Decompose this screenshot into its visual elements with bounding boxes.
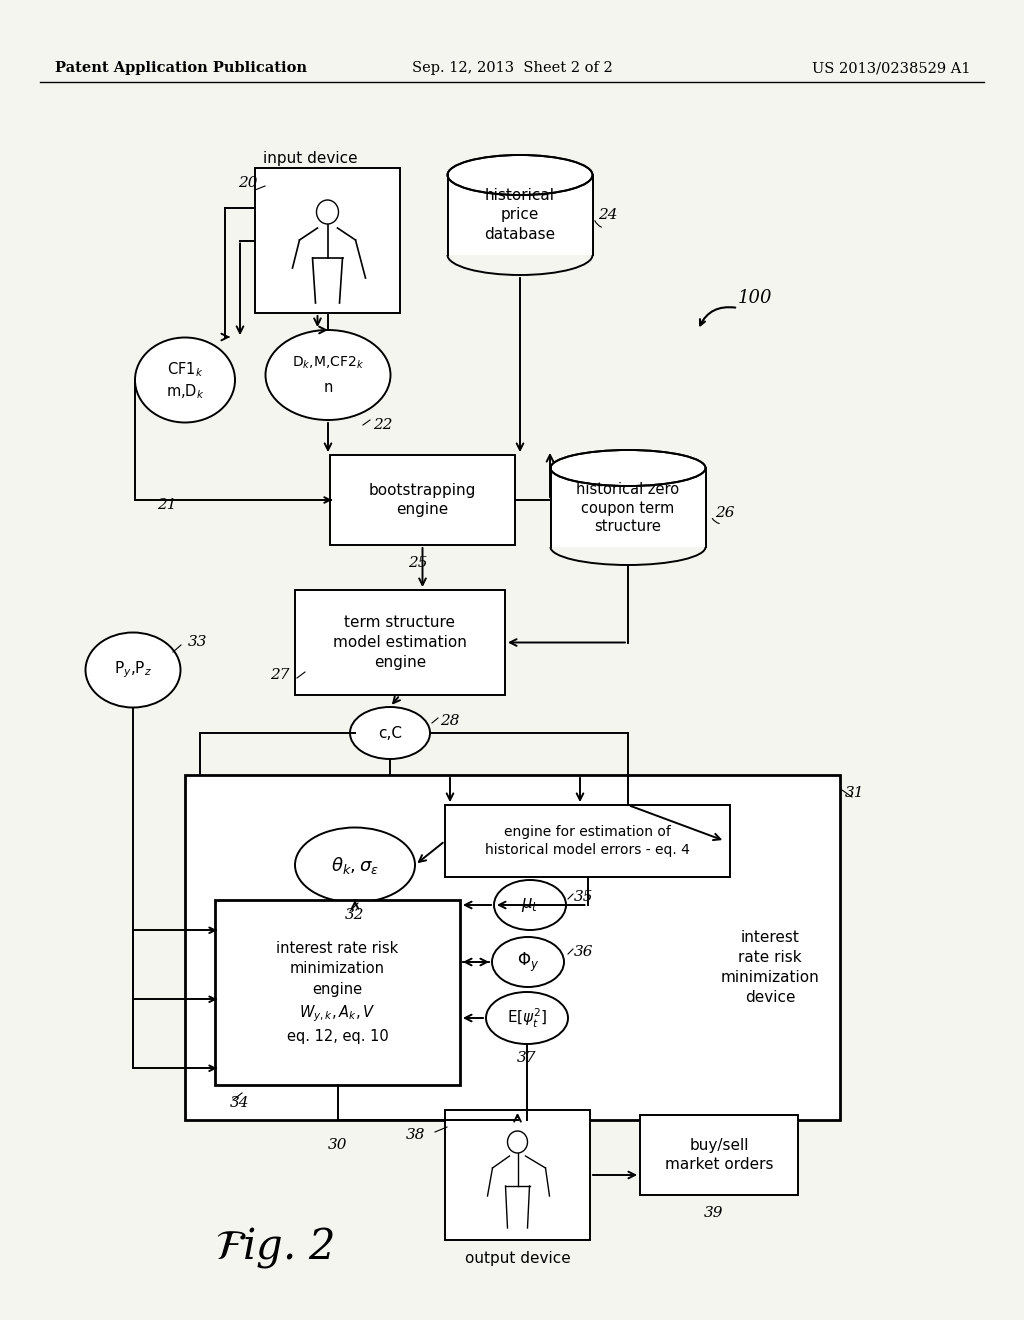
Text: bootstrapping
engine: bootstrapping engine bbox=[369, 483, 476, 517]
Ellipse shape bbox=[508, 1131, 527, 1152]
Text: term structure
model estimation
engine: term structure model estimation engine bbox=[333, 615, 467, 669]
Text: n: n bbox=[324, 380, 333, 395]
Ellipse shape bbox=[135, 338, 234, 422]
Ellipse shape bbox=[494, 880, 566, 931]
FancyBboxPatch shape bbox=[185, 775, 840, 1119]
Text: 20: 20 bbox=[239, 176, 258, 190]
Ellipse shape bbox=[265, 330, 390, 420]
Text: P$_y$,P$_z$: P$_y$,P$_z$ bbox=[114, 660, 152, 680]
Text: CF1$_k$: CF1$_k$ bbox=[167, 360, 203, 379]
Text: 27: 27 bbox=[270, 668, 290, 682]
Ellipse shape bbox=[492, 937, 564, 987]
Text: input device: input device bbox=[263, 150, 357, 165]
Text: 33: 33 bbox=[188, 635, 208, 649]
Text: 30: 30 bbox=[328, 1138, 347, 1152]
Text: 32: 32 bbox=[345, 908, 365, 921]
Text: $\theta_k,\sigma_\varepsilon$: $\theta_k,\sigma_\varepsilon$ bbox=[331, 854, 379, 875]
Text: 31: 31 bbox=[845, 785, 864, 800]
Ellipse shape bbox=[295, 828, 415, 903]
Text: m,D$_k$: m,D$_k$ bbox=[166, 383, 205, 401]
Text: historical zero
coupon term
structure: historical zero coupon term structure bbox=[577, 482, 680, 535]
Text: US 2013/0238529 A1: US 2013/0238529 A1 bbox=[811, 61, 970, 75]
Text: output device: output device bbox=[465, 1250, 570, 1266]
Text: buy/sell
market orders: buy/sell market orders bbox=[665, 1138, 773, 1172]
Text: 34: 34 bbox=[230, 1096, 250, 1110]
Text: Patent Application Publication: Patent Application Publication bbox=[55, 61, 307, 75]
Text: $\mu_t$: $\mu_t$ bbox=[521, 896, 539, 913]
Text: engine for estimation of
historical model errors - eq. 4: engine for estimation of historical mode… bbox=[485, 825, 690, 857]
Text: 35: 35 bbox=[574, 890, 594, 904]
FancyBboxPatch shape bbox=[295, 590, 505, 696]
Text: historical
price
database: historical price database bbox=[484, 187, 556, 243]
Text: 22: 22 bbox=[373, 418, 392, 432]
Ellipse shape bbox=[85, 632, 180, 708]
FancyBboxPatch shape bbox=[330, 455, 515, 545]
Text: 24: 24 bbox=[598, 209, 617, 222]
Text: 36: 36 bbox=[574, 945, 594, 960]
Text: interest
rate risk
minimization
device: interest rate risk minimization device bbox=[721, 931, 819, 1005]
Ellipse shape bbox=[551, 450, 706, 486]
FancyBboxPatch shape bbox=[640, 1115, 798, 1195]
Text: $\Phi_y$: $\Phi_y$ bbox=[517, 950, 540, 974]
Text: interest rate risk
minimization
engine
$W_{y,k},A_k,V$
eq. 12, eq. 10: interest rate risk minimization engine $… bbox=[276, 941, 398, 1044]
Ellipse shape bbox=[316, 201, 339, 224]
Text: D$_k$,M,CF2$_k$: D$_k$,M,CF2$_k$ bbox=[292, 355, 365, 371]
FancyBboxPatch shape bbox=[445, 805, 730, 876]
Text: 37: 37 bbox=[517, 1051, 537, 1065]
Text: 39: 39 bbox=[705, 1206, 724, 1220]
Ellipse shape bbox=[350, 708, 430, 759]
Ellipse shape bbox=[447, 154, 593, 195]
Text: E[$\psi_t^2$]: E[$\psi_t^2$] bbox=[507, 1006, 547, 1030]
FancyBboxPatch shape bbox=[255, 168, 400, 313]
Polygon shape bbox=[551, 469, 706, 546]
Text: 28: 28 bbox=[440, 714, 460, 729]
Ellipse shape bbox=[486, 993, 568, 1044]
Text: 26: 26 bbox=[715, 506, 734, 520]
Text: 100: 100 bbox=[737, 289, 772, 308]
Text: $\mathcal{F}$ig. 2: $\mathcal{F}$ig. 2 bbox=[215, 1225, 335, 1270]
Text: Sep. 12, 2013  Sheet 2 of 2: Sep. 12, 2013 Sheet 2 of 2 bbox=[412, 61, 612, 75]
FancyBboxPatch shape bbox=[445, 1110, 590, 1239]
Polygon shape bbox=[447, 176, 593, 255]
Text: 21: 21 bbox=[157, 498, 176, 512]
Text: 25: 25 bbox=[408, 556, 427, 570]
FancyBboxPatch shape bbox=[215, 900, 460, 1085]
Text: 38: 38 bbox=[406, 1129, 425, 1142]
Text: c,C: c,C bbox=[378, 726, 402, 741]
